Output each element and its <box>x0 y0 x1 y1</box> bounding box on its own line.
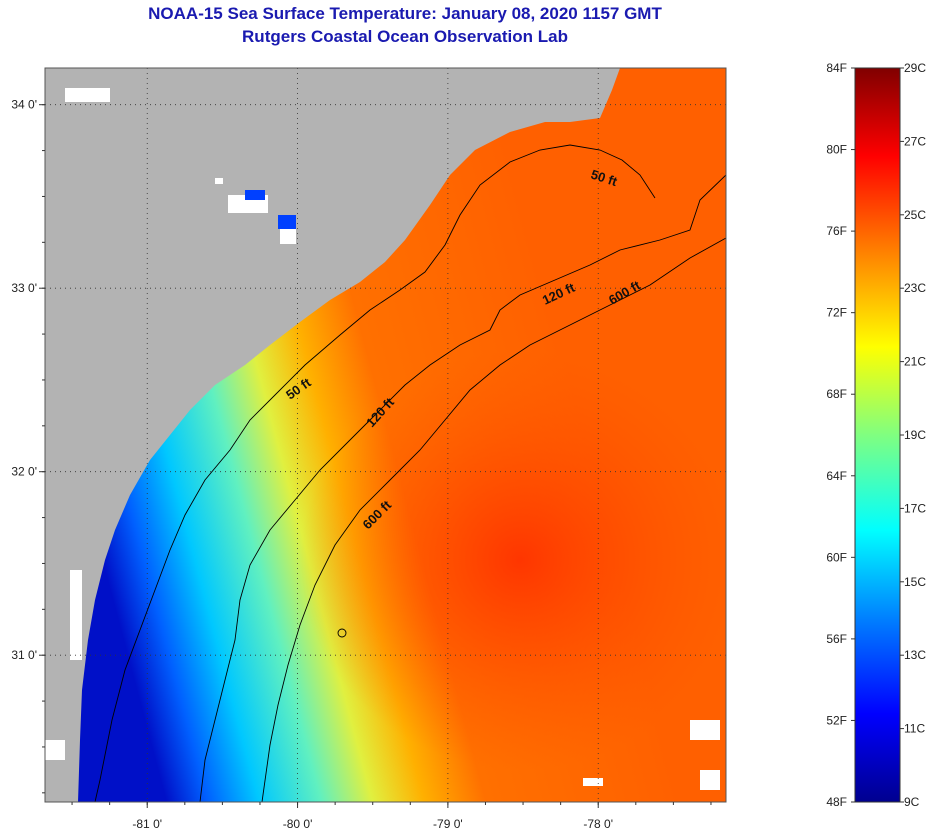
colorbar-f-label: 76F <box>826 224 847 238</box>
warm-water-region <box>300 350 726 770</box>
lake-water <box>245 190 296 229</box>
map-title: NOAA-15 Sea Surface Temperature: January… <box>148 4 662 23</box>
colorbar-c-label: 17C <box>904 501 926 515</box>
colorbar-c-label: 23C <box>904 281 926 295</box>
longitude-axis: -81 0' -80 0' -79 0' -78 0' <box>71 802 712 831</box>
contour-seamount-ring <box>337 628 347 638</box>
colorbar-f-label: 48F <box>826 795 847 809</box>
colorbar-c-label: 15C <box>904 575 926 589</box>
colorbar-c-label: 19C <box>904 428 926 442</box>
colorbar-f-label: 52F <box>826 713 847 727</box>
white-cloud-patches <box>45 88 720 790</box>
map-subtitle: Rutgers Coastal Ocean Observation Lab <box>242 27 568 46</box>
contour-line-600ft <box>261 237 726 802</box>
colorbar-c-label: 9C <box>904 795 920 809</box>
lat-tick-label: 33 0' <box>11 281 37 295</box>
colorbar-fahrenheit-scale: 84F 80F 76F 72F 68F 64F 60F 56F 52F 48F <box>826 61 855 809</box>
colorbar <box>855 68 900 802</box>
colorbar-f-label: 72F <box>826 306 847 320</box>
colorbar-f-label: 80F <box>826 143 847 157</box>
map-frame <box>44 67 727 803</box>
colorbar-f-label: 64F <box>826 469 847 483</box>
lat-tick-label: 32 0' <box>11 465 37 479</box>
lon-tick-label: -78 0' <box>583 817 613 831</box>
colorbar-c-label: 13C <box>904 648 926 662</box>
colorbar-c-label: 11C <box>904 722 925 736</box>
colorbar-f-label: 84F <box>826 61 847 75</box>
lon-tick-label: -79 0' <box>433 817 463 831</box>
land-area <box>45 68 620 802</box>
colorbar-c-label: 27C <box>904 134 926 148</box>
lat-tick-label: 34 0' <box>11 98 37 112</box>
contour-line-50ft <box>94 144 656 802</box>
map-image: 50 ft 50 ft 120 ft 120 ft 600 ft 600 ft <box>45 68 726 802</box>
colorbar-c-label: 21C <box>904 355 926 369</box>
colorbar-c-label: 29C <box>904 61 926 75</box>
latitude-axis: 34 0' 33 0' 32 0' 31 0' <box>11 98 45 794</box>
colorbar-f-label: 56F <box>826 632 847 646</box>
graticule <box>45 68 726 802</box>
colorbar-f-label: 68F <box>826 387 847 401</box>
lat-tick-label: 31 0' <box>11 648 37 662</box>
contour-line-120ft <box>199 174 726 802</box>
colorbar-celsius-scale: 29C 27C 25C 23C 21C 19C 17C 15C 13C 11C 9C <box>900 61 926 809</box>
lon-tick-label: -81 0' <box>132 817 162 831</box>
lon-tick-label: -80 0' <box>283 817 313 831</box>
colorbar-f-label: 60F <box>826 550 847 564</box>
colorbar-c-label: 25C <box>904 208 926 222</box>
